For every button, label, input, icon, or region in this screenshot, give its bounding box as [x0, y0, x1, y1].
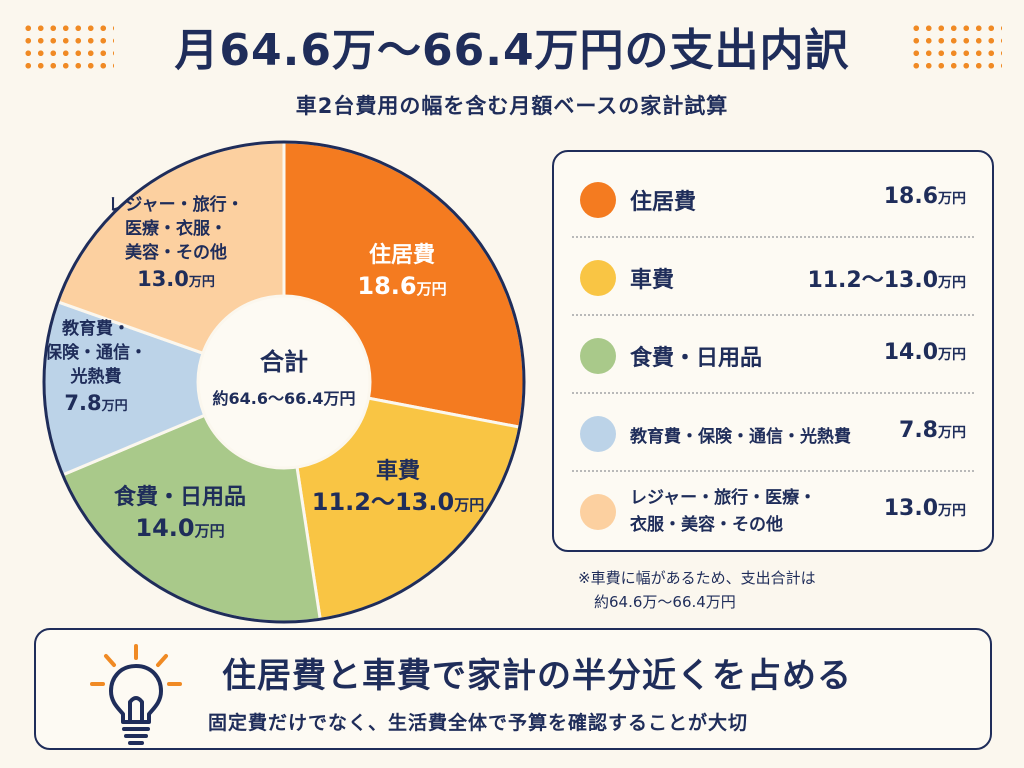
callout-text: 固定費だけでなく、生活費全体で予算を確認することが大切	[208, 712, 749, 734]
legend-label: 住居費	[630, 190, 697, 215]
decorative-dots-left	[22, 22, 114, 72]
footnote: ※車費に幅があるため、支出合計は 約64.6万〜66.4万円	[578, 566, 816, 614]
legend-value: 11.2〜13.0万円	[807, 268, 966, 293]
slice-label: 医療・衣服・	[125, 218, 227, 239]
legend-panel: 住居費 18.6万円 車費 11.2〜13.0万円 食費・日用品 14.0万円 …	[552, 150, 994, 552]
slice-label: 住居費	[369, 242, 435, 268]
pie-outline	[42, 140, 526, 624]
slice-label: 美容・その他	[125, 242, 227, 263]
footnote-line-2: 約64.6万〜66.4万円	[594, 593, 736, 611]
slice-value: 11.2〜13.0万円	[312, 488, 484, 516]
legend-swatch	[580, 416, 616, 452]
legend-item-food: 食費・日用品 14.0万円	[572, 314, 974, 392]
slice-label: レジャー・旅行・	[108, 194, 243, 215]
lightbulb-icon	[90, 644, 182, 745]
donut-hole	[196, 294, 372, 470]
slice-value: 7.8万円	[64, 391, 127, 415]
legend-label: 食費・日用品	[630, 346, 763, 371]
slice-value: 13.0万円	[137, 267, 215, 291]
callout-headline: 住居費と車費で家計の半分近くを占める	[222, 656, 852, 696]
legend-swatch	[580, 494, 616, 530]
legend-swatch	[580, 338, 616, 374]
footnote-line-1: ※車費に幅があるため、支出合計は	[578, 569, 816, 587]
legend-item-leisure: レジャー・旅行・医療・ 衣服・美容・その他 13.0万円	[572, 470, 974, 548]
legend-label: 教育費・保険・通信・光熱費	[630, 427, 851, 447]
slice-label: 車費	[376, 459, 420, 484]
donut-center-label: 合計	[260, 348, 308, 376]
legend-value: 7.8万円	[899, 418, 966, 443]
legend-divider	[572, 392, 974, 394]
legend-value: 18.6万円	[883, 184, 966, 209]
legend-item-car: 車費 11.2〜13.0万円	[572, 236, 974, 314]
legend-item-education: 教育費・保険・通信・光熱費 7.8万円	[572, 392, 974, 470]
legend-value: 14.0万円	[883, 340, 966, 365]
page-subtitle: 車2台費用の幅を含む月額ベースの家計試算	[295, 94, 729, 118]
callout-box: 住居費と車費で家計の半分近くを占める 固定費だけでなく、生活費全体で予算を確認す…	[34, 628, 992, 750]
legend-swatch	[580, 182, 616, 218]
legend-label: レジャー・旅行・医療・ 衣服・美容・その他	[630, 488, 817, 535]
page-title: 月64.6万〜66.4万円の支出内訳	[174, 25, 850, 76]
slice-label: 食費・日用品	[114, 484, 246, 510]
decorative-dots-right	[910, 22, 1002, 72]
legend-divider	[572, 470, 974, 472]
slice-label: 保険・通信・	[44, 342, 147, 363]
legend-item-housing: 住居費 18.6万円	[572, 158, 974, 236]
slice-value: 18.6万円	[357, 272, 446, 300]
donut-center-value: 約64.6〜66.4万円	[213, 389, 356, 408]
legend-swatch	[580, 260, 616, 296]
slice-label: 教育費・	[61, 318, 130, 339]
legend-divider	[572, 236, 974, 238]
slice-label: 光熱費	[70, 366, 122, 387]
legend-value: 13.0万円	[883, 496, 966, 521]
slice-value: 14.0万円	[135, 514, 224, 542]
legend-label: 車費	[630, 268, 675, 293]
legend-divider	[572, 314, 974, 316]
